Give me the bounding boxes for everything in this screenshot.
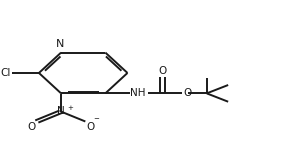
Text: O: O xyxy=(183,88,192,98)
Text: Cl: Cl xyxy=(0,68,10,78)
Text: −: − xyxy=(93,116,99,122)
Text: NH: NH xyxy=(130,88,146,98)
Text: O: O xyxy=(87,122,95,132)
Text: N: N xyxy=(55,39,64,49)
Text: N: N xyxy=(57,106,65,116)
Text: O: O xyxy=(158,66,167,76)
Text: +: + xyxy=(67,105,73,111)
Text: O: O xyxy=(27,122,35,132)
